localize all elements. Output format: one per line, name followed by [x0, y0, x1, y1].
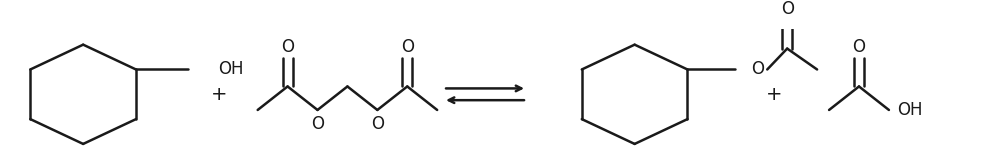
Text: OH: OH [218, 61, 243, 78]
Text: O: O [401, 38, 414, 56]
Text: O: O [751, 61, 764, 78]
Text: O: O [371, 115, 384, 133]
Text: O: O [852, 38, 866, 56]
Text: OH: OH [897, 101, 922, 119]
Text: +: + [766, 85, 782, 104]
Text: +: + [211, 85, 227, 104]
Text: O: O [311, 115, 324, 133]
Text: O: O [781, 0, 794, 18]
Text: O: O [281, 38, 294, 56]
